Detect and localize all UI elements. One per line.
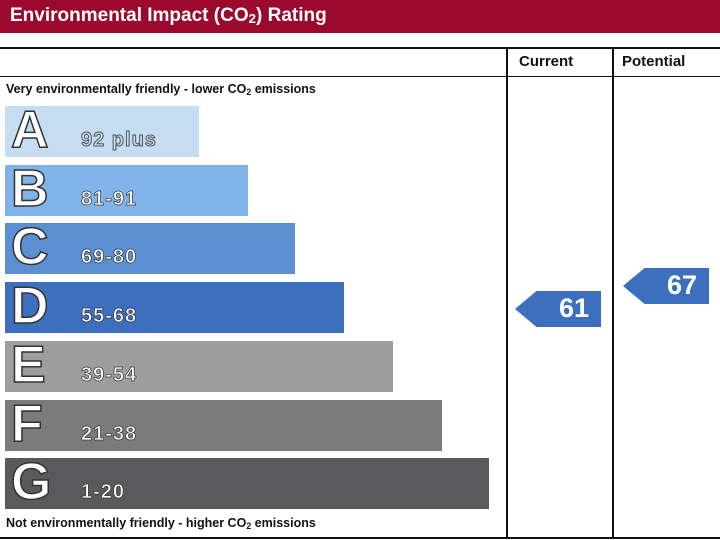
band-bar-e: E 39-54 bbox=[5, 335, 393, 395]
band-letter: B bbox=[10, 159, 49, 219]
band-range: 92 plus bbox=[81, 129, 157, 152]
column-divider bbox=[506, 47, 508, 539]
top-note: Very environmentally friendly - lower CO… bbox=[6, 82, 316, 97]
bottom-note: Not environmentally friendly - higher CO… bbox=[6, 516, 316, 531]
band-letter: D bbox=[10, 276, 49, 336]
band-bar-a: A 92 plus bbox=[5, 100, 199, 160]
band-range: 81-91 bbox=[81, 187, 138, 210]
band-bar-g: G 1-20 bbox=[5, 452, 489, 512]
band-bar-f: F 21-38 bbox=[5, 394, 442, 453]
column-header-potential: Potential bbox=[622, 53, 686, 70]
band-bar-d: D 55-68 bbox=[5, 276, 344, 336]
header-divider bbox=[0, 76, 720, 77]
band-range: 21-38 bbox=[81, 422, 138, 445]
band-letter: A bbox=[10, 100, 49, 160]
band-range: 69-80 bbox=[81, 246, 138, 269]
column-divider bbox=[612, 47, 614, 539]
rating-table bbox=[0, 47, 720, 539]
band-range: 55-68 bbox=[81, 305, 138, 328]
band-range: 39-54 bbox=[81, 363, 138, 386]
band-letter: G bbox=[10, 452, 52, 512]
band-letter: F bbox=[10, 394, 43, 454]
band-letter: E bbox=[10, 335, 46, 395]
band-range: 1-20 bbox=[81, 481, 126, 504]
potential-rating-arrow: 67 bbox=[623, 268, 709, 304]
band-letter: C bbox=[10, 218, 49, 278]
column-header-current: Current bbox=[519, 53, 574, 70]
chart-title: Environmental Impact (CO2) Rating bbox=[0, 0, 720, 33]
band-bar-b: B 81-91 bbox=[5, 159, 248, 218]
band-bar-c: C 69-80 bbox=[5, 218, 295, 277]
